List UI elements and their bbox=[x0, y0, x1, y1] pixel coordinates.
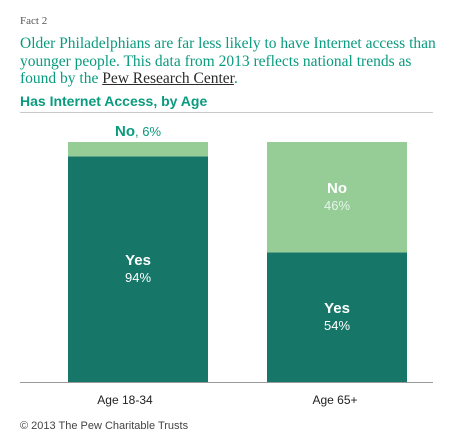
headline-end: . bbox=[233, 70, 238, 87]
bar-no-1 bbox=[68, 142, 208, 157]
data-label-no-outside-1: No, 6% bbox=[115, 123, 161, 140]
category-label-18-34: Age 18-34 bbox=[97, 393, 153, 407]
chart-title: Has Internet Access, by Age bbox=[20, 93, 208, 109]
title-divider bbox=[20, 112, 433, 113]
pew-research-link[interactable]: Pew Research Center bbox=[102, 70, 234, 87]
data-label-yes-name-1: Yes bbox=[125, 252, 151, 269]
copyright-footer: © 2013 The Pew Charitable Trusts bbox=[20, 420, 189, 432]
bar-no-2 bbox=[267, 142, 407, 253]
fact-label: Fact 2 bbox=[20, 15, 48, 27]
data-label-yes-value-2: 54% bbox=[324, 318, 350, 333]
data-label-yes-name-2: Yes bbox=[324, 300, 350, 317]
bar-yes-1 bbox=[68, 156, 208, 382]
chart-baseline bbox=[20, 382, 433, 383]
data-label-yes-value-1: 94% bbox=[125, 270, 151, 285]
bar-yes-2 bbox=[267, 252, 407, 382]
data-label-no-value-2: 46% bbox=[324, 198, 350, 213]
headline: Older Philadelphians are far less likely… bbox=[20, 35, 440, 88]
data-label-no-name-2: No bbox=[327, 180, 347, 197]
headline-text: Older Philadelphians are far less likely… bbox=[20, 35, 436, 87]
category-label-65-plus: Age 65+ bbox=[312, 393, 358, 407]
